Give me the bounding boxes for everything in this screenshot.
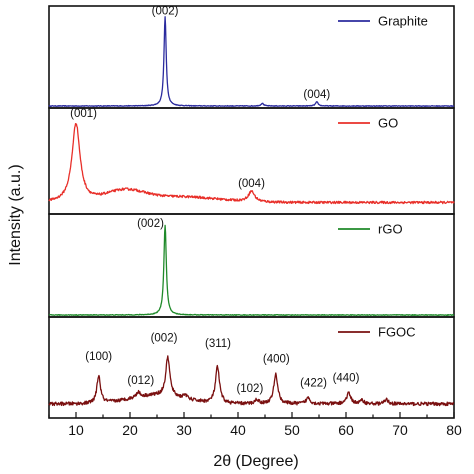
peak-label: (001) [70, 108, 97, 120]
legend-label-rgo: rGO [378, 222, 403, 237]
x-axis-title: 2θ (Degree) [213, 453, 298, 470]
x-tick-label: 50 [284, 422, 300, 438]
legend-label-graphite: Graphite [378, 14, 428, 29]
series-line-graphite [48, 16, 455, 107]
y-axis-title: Intensity (a.u.) [7, 164, 24, 265]
legend-label-fgoc: FGOC [378, 325, 416, 340]
peak-label: (400) [263, 353, 290, 365]
series-line-rgo [48, 224, 455, 316]
legend-label-go: GO [378, 116, 398, 131]
x-tick-label: 40 [230, 422, 246, 438]
x-tick-label: 20 [122, 422, 138, 438]
x-tick-label: 70 [392, 422, 408, 438]
peak-label: (422) [300, 378, 327, 390]
peak-label: (002) [151, 333, 178, 345]
peak-label: (012) [127, 375, 154, 387]
series-line-fgoc [48, 355, 455, 407]
peak-label: (004) [303, 89, 330, 101]
x-tick-label: 80 [446, 422, 462, 438]
panel-frame-fgoc [48, 316, 455, 419]
peak-label: (004) [238, 178, 265, 190]
peak-label: (002) [152, 5, 179, 17]
x-tick-label: 10 [68, 422, 84, 438]
series-line-go [48, 122, 455, 205]
peak-label: (440) [333, 372, 360, 384]
peak-label: (311) [205, 338, 231, 350]
peak-label: (002) [137, 218, 164, 230]
peak-label: (100) [85, 351, 112, 363]
x-tick-label: 60 [338, 422, 354, 438]
x-tick-label: 30 [176, 422, 192, 438]
peak-label: (102) [236, 383, 263, 395]
